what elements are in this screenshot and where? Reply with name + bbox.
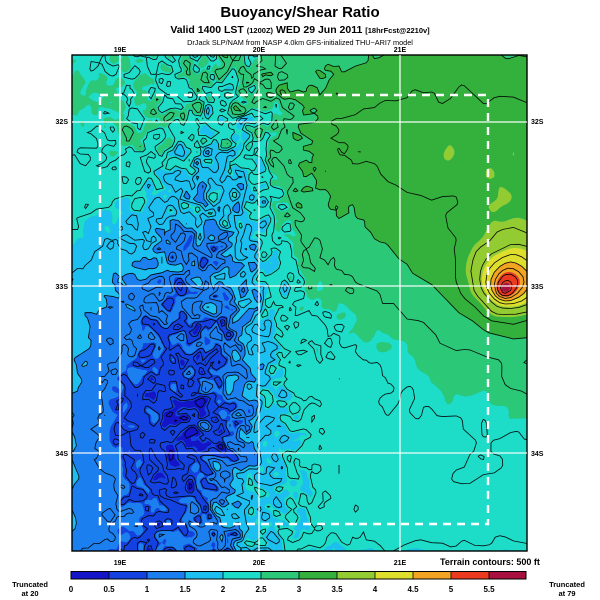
svg-text:at 20: at 20 — [21, 589, 38, 598]
svg-text:0.5: 0.5 — [103, 585, 115, 594]
svg-text:32S: 32S — [56, 119, 69, 126]
svg-text:5.5: 5.5 — [483, 585, 495, 594]
svg-text:21E: 21E — [394, 47, 407, 54]
svg-text:Terrain contours: 500 ft: Terrain contours: 500 ft — [440, 557, 540, 567]
svg-text:5: 5 — [449, 585, 454, 594]
svg-text:33S: 33S — [531, 284, 544, 291]
svg-text:33S: 33S — [56, 284, 69, 291]
svg-text:at 79: at 79 — [558, 589, 575, 598]
svg-text:19E: 19E — [114, 560, 127, 567]
svg-text:20E: 20E — [253, 47, 266, 54]
svg-text:1: 1 — [145, 585, 150, 594]
svg-text:DrJack SLP/NAM from NASP 4.0km: DrJack SLP/NAM from NASP 4.0km GFS-initi… — [187, 38, 413, 47]
svg-text:Valid 1400 LST (1200Z) WED 29: Valid 1400 LST (1200Z) WED 29 Jun 2011 [… — [170, 24, 430, 36]
svg-text:34S: 34S — [56, 451, 69, 458]
svg-text:3.5: 3.5 — [331, 585, 343, 594]
svg-text:Buoyancy/Shear Ratio: Buoyancy/Shear Ratio — [220, 4, 379, 21]
svg-text:3: 3 — [297, 585, 302, 594]
svg-text:32S: 32S — [531, 119, 544, 126]
svg-text:Truncated: Truncated — [549, 580, 585, 589]
svg-text:0: 0 — [69, 585, 74, 594]
svg-text:4: 4 — [373, 585, 378, 594]
svg-text:Truncated: Truncated — [12, 580, 48, 589]
svg-text:2.5: 2.5 — [255, 585, 267, 594]
svg-text:2: 2 — [221, 585, 226, 594]
svg-text:20E: 20E — [253, 560, 266, 567]
svg-text:21E: 21E — [394, 560, 407, 567]
svg-text:19E: 19E — [114, 47, 127, 54]
svg-text:4.5: 4.5 — [407, 585, 419, 594]
svg-text:1.5: 1.5 — [179, 585, 191, 594]
svg-text:34S: 34S — [531, 451, 544, 458]
